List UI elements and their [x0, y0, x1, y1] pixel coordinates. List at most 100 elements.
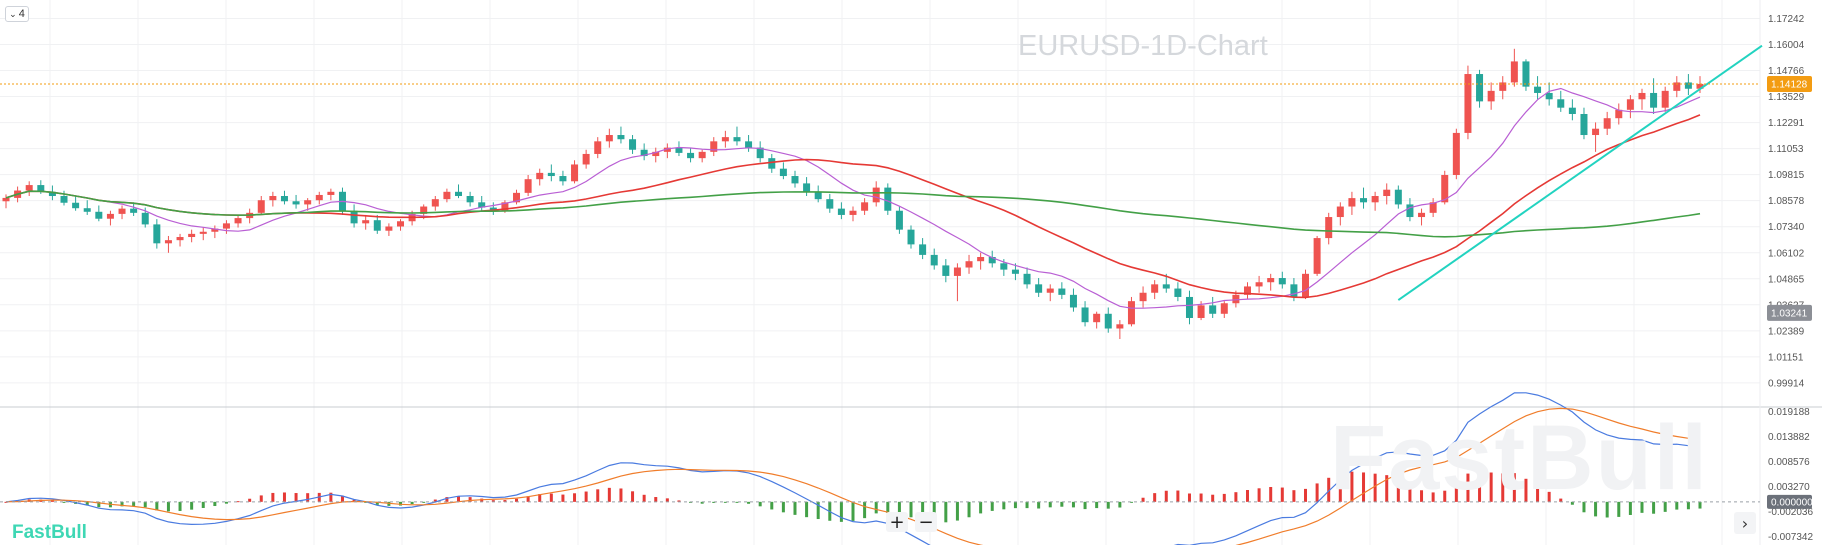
macd-histogram-bar	[1686, 501, 1690, 510]
scroll-right-button[interactable]: ›	[1734, 512, 1756, 534]
candle	[663, 147, 671, 152]
macd-histogram-bar	[1396, 479, 1400, 502]
candle	[1046, 288, 1054, 293]
macd-histogram-bar	[62, 501, 66, 503]
macd-value-label: 0.000000	[1771, 497, 1813, 508]
macd-histogram-bar	[1501, 473, 1505, 502]
macd-histogram-bar	[619, 488, 623, 502]
candle	[1104, 313, 1112, 329]
candle	[953, 267, 961, 276]
candle	[25, 185, 33, 191]
macd-histogram-bar	[874, 501, 878, 514]
candle	[176, 237, 184, 241]
macd-histogram-bar	[1478, 472, 1482, 502]
candle	[1011, 269, 1019, 274]
macd-histogram-bar	[1640, 501, 1644, 513]
candle	[605, 135, 613, 142]
candle	[327, 191, 335, 195]
macd-histogram-bar	[1443, 490, 1447, 502]
price-tick-label: 1.07340	[1768, 222, 1805, 233]
candle	[1220, 303, 1228, 314]
macd-histogram-bar	[410, 501, 414, 505]
price-tick-label: 1.02389	[1768, 326, 1805, 337]
macd-histogram-bar	[1071, 501, 1075, 508]
candle	[1418, 212, 1426, 218]
candle	[594, 141, 602, 154]
macd-histogram-bar	[1095, 501, 1099, 509]
candle	[1615, 109, 1623, 119]
macd-histogram-bar	[955, 501, 959, 521]
macd-histogram-bar	[1466, 473, 1470, 502]
candle	[48, 191, 56, 197]
macd-histogram-bar	[1338, 473, 1342, 502]
brand-watermark: FastBull	[1330, 407, 1709, 509]
candle	[373, 220, 381, 231]
candle	[501, 202, 509, 211]
candle	[1592, 128, 1600, 136]
macd-histogram-bar	[340, 495, 344, 502]
macd-histogram-bar	[1176, 490, 1180, 502]
candle	[582, 153, 590, 165]
macd-tick-label: 0.019188	[1768, 407, 1810, 418]
candle	[222, 223, 230, 229]
macd-histogram-bar	[1013, 501, 1017, 509]
candle	[698, 151, 706, 159]
macd-histogram-bar	[1211, 494, 1215, 502]
price-tick-label: 1.12291	[1768, 118, 1805, 129]
candle	[118, 208, 126, 214]
candle	[350, 210, 358, 224]
chevron-right-icon: ›	[1741, 513, 1749, 533]
chevron-down-icon: ⌄	[9, 8, 17, 19]
candle	[292, 201, 300, 205]
candle	[315, 194, 323, 201]
price-tick-label: 0.99914	[1768, 378, 1805, 389]
candle	[1302, 273, 1310, 297]
secondary-price-tag	[1767, 304, 1812, 321]
candle	[1650, 92, 1658, 108]
macd-histogram-bar	[1257, 488, 1261, 502]
candle	[1580, 113, 1588, 136]
macd-histogram-bar	[758, 501, 762, 507]
candle	[872, 187, 880, 203]
price-tick-label: 1.06102	[1768, 248, 1805, 259]
candle	[257, 200, 265, 213]
macd-tick-label: 0.008576	[1768, 457, 1810, 468]
candle	[571, 164, 579, 182]
candle	[1568, 107, 1576, 114]
candle	[1603, 118, 1611, 129]
macd-histogram-bar	[596, 489, 600, 502]
indicator-toggle[interactable]: ⌄ 4	[5, 6, 29, 22]
candle	[1638, 92, 1646, 100]
macd-line	[5, 392, 1701, 545]
macd-panel	[0, 392, 1760, 545]
zoom-in-button[interactable]: +	[886, 512, 908, 533]
macd-histogram-bar	[1304, 488, 1308, 502]
candle	[130, 208, 138, 213]
macd-histogram-bar	[155, 501, 159, 511]
price-tick-label: 1.01151	[1768, 352, 1804, 363]
macd-histogram-bar	[1570, 501, 1574, 505]
indicator-count: 4	[18, 8, 25, 20]
macd-histogram-bar	[503, 500, 507, 502]
candle	[803, 183, 811, 192]
macd-histogram-bar	[1292, 490, 1296, 502]
candle	[234, 218, 242, 224]
ma-slow-line	[5, 190, 1701, 238]
candle	[861, 202, 869, 211]
macd-histogram-bar	[1362, 472, 1366, 502]
candle	[1371, 196, 1379, 203]
macd-histogram-bar	[526, 496, 530, 502]
candle	[745, 141, 753, 148]
macd-histogram-bar	[1605, 501, 1609, 518]
macd-histogram-bar	[1187, 493, 1191, 502]
macd-histogram-bar	[1582, 501, 1586, 513]
candle	[988, 256, 996, 264]
candle	[269, 196, 277, 201]
macd-histogram-bar	[1408, 485, 1412, 502]
macd-histogram-bar	[573, 493, 577, 502]
macd-histogram-bar	[944, 501, 948, 523]
zoom-out-button[interactable]: −	[915, 512, 937, 533]
macd-histogram-bar	[1547, 491, 1551, 502]
macd-histogram-bar	[1663, 501, 1667, 512]
